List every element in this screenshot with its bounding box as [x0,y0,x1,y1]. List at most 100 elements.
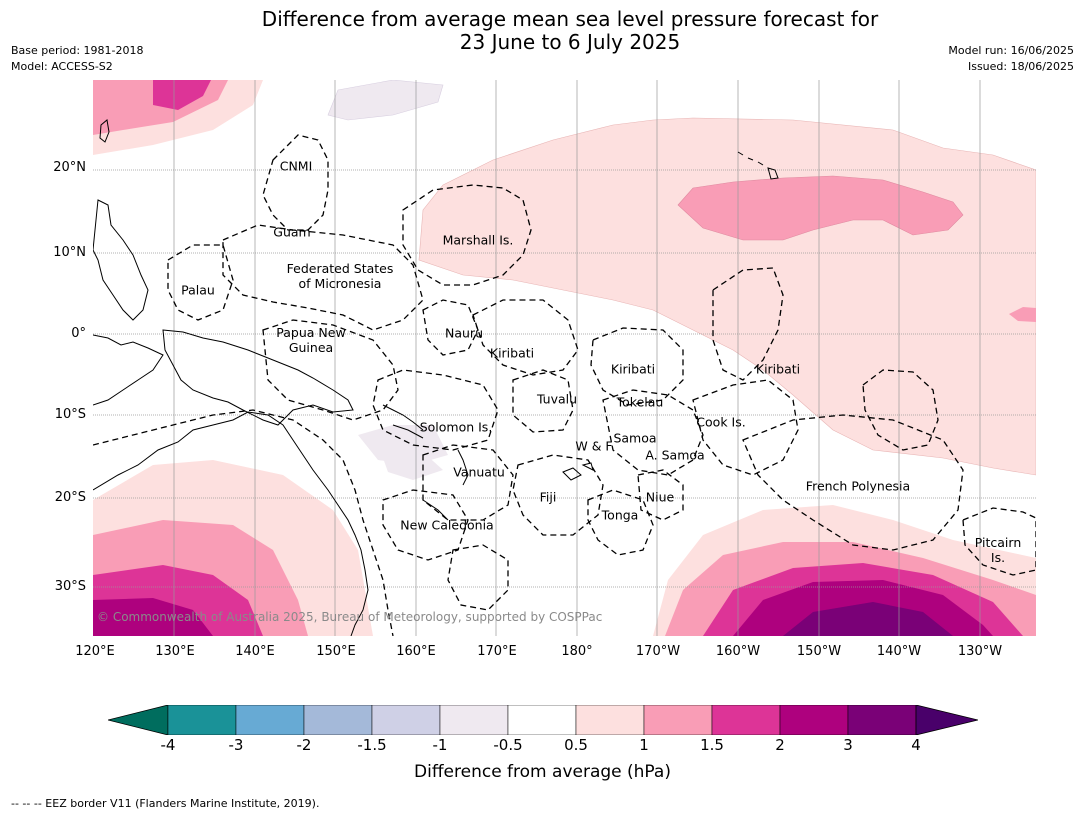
colorbar-tick-12: 4 [911,736,921,754]
colorbar-under-arrow [108,705,169,735]
lat-label-20n: 20°N [53,160,86,175]
colorbar-tick-9: 1.5 [700,736,724,754]
colorbar-segment-3 [303,705,373,735]
region-label-solomon: Solomon Is. [419,419,493,435]
colorbar-segment-4 [371,705,441,735]
coastline-australia [93,411,369,636]
eez-niue [637,469,684,521]
region-label-cnmi: CNMI [279,158,313,174]
colorbar-over-arrow [915,705,978,735]
colorbar-tick-8: 1 [639,736,649,754]
lon-label-160w: 160°W [715,644,761,659]
region-label-marshall: Marshall Is. [442,232,514,248]
region-label-nauru: Nauru [445,325,483,341]
copyright-notice: © Commonwealth of Australia 2025, Bureau… [97,610,603,624]
base-period: Base period: 1981-2018 [11,44,144,57]
colorbar-segment-8 [643,705,713,735]
region-label-new-caledonia: New Caledonia [400,517,494,533]
lon-label-130e: 130°E [155,644,195,659]
region-label-guam: Guam [273,224,311,240]
lon-label-150w: 150°W [796,644,842,659]
region-label-kiribati-west: Kiribati [489,345,535,361]
eez-tuvalu [512,369,574,433]
eez-tonga [587,489,654,556]
lat-label-30s: 30°S [54,579,86,594]
map-title: Difference from average mean sea level p… [0,8,1085,54]
eez-french-polynesia [742,414,964,551]
lon-label-150e: 150°E [316,644,356,659]
lon-label-160e: 160°E [396,644,436,659]
lon-label-140e: 140°E [235,644,275,659]
anomaly-small-east [1009,307,1036,322]
region-label-american-samoa: A. Samoa [645,447,705,463]
colorbar-tick-1: -4 [160,736,176,754]
region-label-french-polynesia: French Polynesia [805,478,911,494]
coastlines [93,119,779,636]
colorbar-tick-3: -2 [296,736,312,754]
eez-solomon [372,369,499,451]
eez-vanuatu [422,444,514,521]
region-label-palau: Palau [181,282,215,298]
coastline-new-guinea [162,329,354,426]
lat-label-10n: 10°N [53,245,86,260]
colorbar-tick-6: -0.5 [493,736,523,754]
region-label-niue: Niue [645,489,675,505]
anomaly-negative-south-small [383,452,443,480]
region-label-vanuatu: Vanuatu [453,464,505,480]
issued-date: Issued: 18/06/2025 [967,60,1074,73]
colorbar-segment-1 [167,705,237,735]
eez-australia-east [93,409,394,636]
eez-kiribati-west [472,299,579,376]
map-canvas [93,80,1036,636]
region-label-pitcairn: Pitcairn Is. [974,535,1022,565]
region-label-micronesia: Federated States of Micronesia [286,261,394,291]
region-label-fiji: Fiji [539,489,557,505]
eez-pitcairn [962,507,1036,576]
meta-left: Base period: 1981-2018 Model: ACCESS-S2 [11,43,143,75]
region-label-tuvalu: Tuvalu [536,391,578,407]
colorbar-segment-6 [507,705,577,735]
eez-palau [167,244,234,321]
eez-norfolk [447,544,509,611]
model-run: Model run: 16/06/2025 [948,44,1074,57]
eez-legend-note: -- -- -- EEZ border V11 (Flanders Marine… [11,797,320,810]
coastline-borneo-indonesia [93,334,164,406]
lat-label-20s: 20°S [54,490,86,505]
colorbar-tick-4: -1.5 [357,736,387,754]
title-line-2: 23 June to 6 July 2025 [459,30,681,54]
region-label-tonga: Tonga [601,507,639,523]
eez-cook [692,379,799,476]
anomaly-southwest-peak [93,598,213,636]
coastline-philippines [93,199,149,321]
anomaly-top-left-core [153,80,211,110]
colorbar-segment-7 [575,705,645,735]
model-name: Model: ACCESS-S2 [11,60,113,73]
colorbar-tick-11: 3 [843,736,853,754]
title-line-1: Difference from average mean sea level p… [261,7,879,31]
colorbar-segment-2 [235,705,305,735]
region-label-samoa: Samoa [613,430,657,446]
colorbar-segment-9 [711,705,781,735]
lat-label-0: 0° [71,326,86,341]
lon-label-120e: 120°E [75,644,115,659]
eez-line-islands [862,369,939,451]
colorbar-segment-11 [847,705,917,735]
colorbar-tick-2: -3 [228,736,244,754]
region-label-png: Papua New Guinea [276,325,346,355]
region-label-tokelau: Tokelau [616,394,664,410]
lon-label-180: 180° [561,644,593,659]
lon-label-140w: 140°W [876,644,922,659]
colorbar [108,705,978,735]
eez-kiribati-central [590,327,684,406]
region-label-cook: Cook Is. [696,414,746,430]
anomaly-southeast-peak [783,602,953,636]
colorbar-segment-5 [439,705,509,735]
meta-right: Model run: 16/06/2025 Issued: 18/06/2025 [948,43,1074,75]
region-label-kiribati-east: Kiribati [755,361,801,377]
region-label-wallis-futuna: W & F [575,438,613,454]
eez-kiribati-east [712,267,784,381]
coastline-vanuatu [457,449,469,486]
eez-tokelau-cook [602,389,704,476]
colorbar-tick-5: -1 [432,736,448,754]
colorbar-title: Difference from average (hPa) [414,762,671,782]
